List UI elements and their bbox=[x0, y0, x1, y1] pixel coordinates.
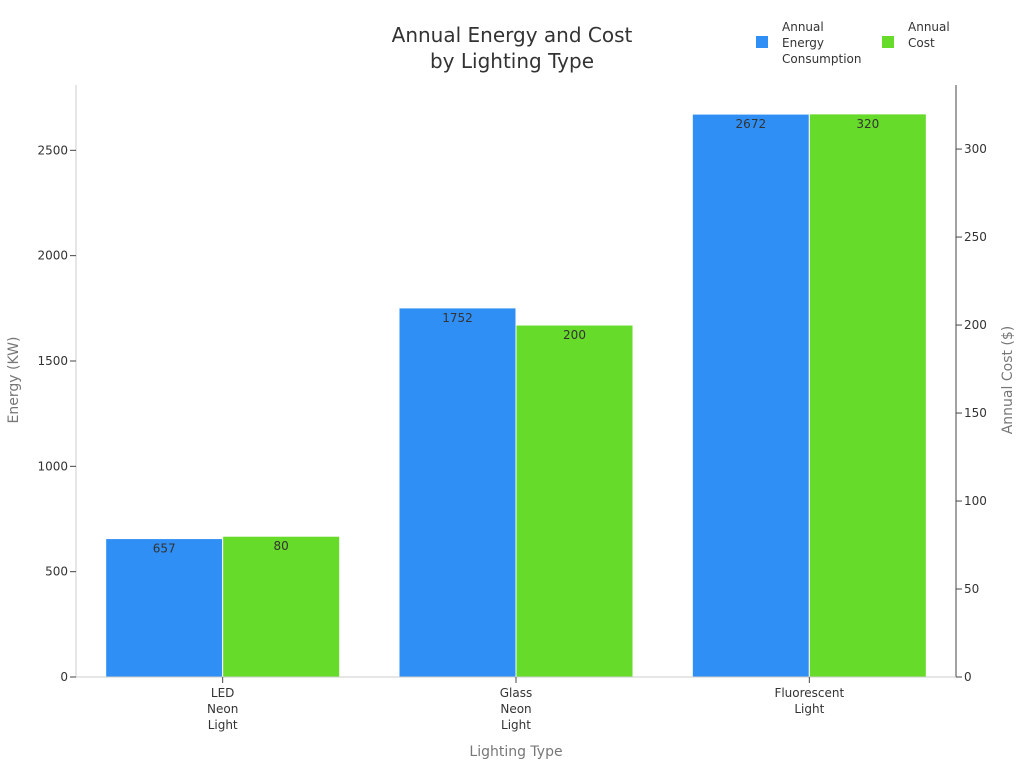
y-left-tick-label: 1000 bbox=[37, 459, 68, 473]
y-right-tick-label: 50 bbox=[964, 582, 979, 596]
y-right-tick-label: 200 bbox=[964, 318, 987, 332]
x-tick-label: Fluorescent Light bbox=[774, 686, 844, 716]
y-right-tick-label: 250 bbox=[964, 230, 987, 244]
y-axis-right-title: Annual Cost ($) bbox=[1000, 326, 1016, 435]
x-tick-label: Glass Neon Light bbox=[500, 686, 533, 732]
chart-title-line: by Lighting Type bbox=[430, 49, 594, 73]
chart-title: Annual Energy and Cost by Lighting Type bbox=[392, 23, 633, 73]
chart-title-line: Annual Energy and Cost bbox=[392, 23, 633, 47]
cost-bar bbox=[222, 535, 341, 678]
bar-value-label: 2672 bbox=[736, 117, 767, 131]
legend-swatch bbox=[756, 36, 768, 48]
energy-bar bbox=[398, 307, 517, 678]
y-left-tick-label: 1500 bbox=[37, 354, 68, 368]
data-labels: 657 80 1752 200 2672 320 bbox=[153, 117, 880, 556]
axes: 0 500 1000 1500 2000 2500 0 50 100 150 200 250 300 LE… bbox=[37, 85, 987, 732]
legend-label: Annual Energy Consumption bbox=[782, 20, 861, 66]
energy-bar bbox=[691, 113, 810, 678]
legend: Annual Energy Consumption Annual Cost bbox=[756, 20, 950, 66]
y-right-tick-label: 0 bbox=[964, 670, 972, 684]
bar-value-label: 657 bbox=[153, 542, 176, 556]
y-right-tick-label: 100 bbox=[964, 494, 987, 508]
legend-swatch bbox=[882, 36, 894, 48]
y-left-tick-label: 2500 bbox=[37, 143, 68, 157]
bar-value-label: 320 bbox=[856, 117, 879, 131]
cost-bar bbox=[515, 324, 634, 678]
energy-bar bbox=[105, 538, 224, 678]
y-right-tick-label: 150 bbox=[964, 406, 987, 420]
bar-value-label: 80 bbox=[274, 539, 289, 553]
y-left-tick-label: 500 bbox=[45, 565, 68, 579]
y-left-tick-label: 2000 bbox=[37, 249, 68, 263]
x-tick-label: LED Neon Light bbox=[207, 686, 238, 732]
bars bbox=[105, 113, 927, 678]
bar-value-label: 1752 bbox=[442, 311, 473, 325]
cost-bar bbox=[808, 113, 927, 678]
y-left-tick-label: 0 bbox=[60, 670, 68, 684]
legend-label: Annual Cost bbox=[908, 20, 950, 50]
y-right-tick-label: 300 bbox=[964, 142, 987, 156]
y-axis-left-title: Energy (KW) bbox=[6, 337, 22, 424]
bar-value-label: 200 bbox=[563, 328, 586, 342]
x-axis-title: Lighting Type bbox=[469, 744, 562, 760]
